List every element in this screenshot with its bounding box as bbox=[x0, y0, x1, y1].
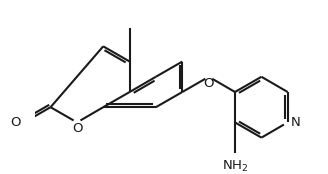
Text: N: N bbox=[291, 116, 300, 129]
Text: O: O bbox=[10, 116, 21, 129]
Text: O: O bbox=[72, 122, 82, 135]
Text: O: O bbox=[204, 77, 214, 90]
Text: NH$_2$: NH$_2$ bbox=[222, 159, 248, 174]
